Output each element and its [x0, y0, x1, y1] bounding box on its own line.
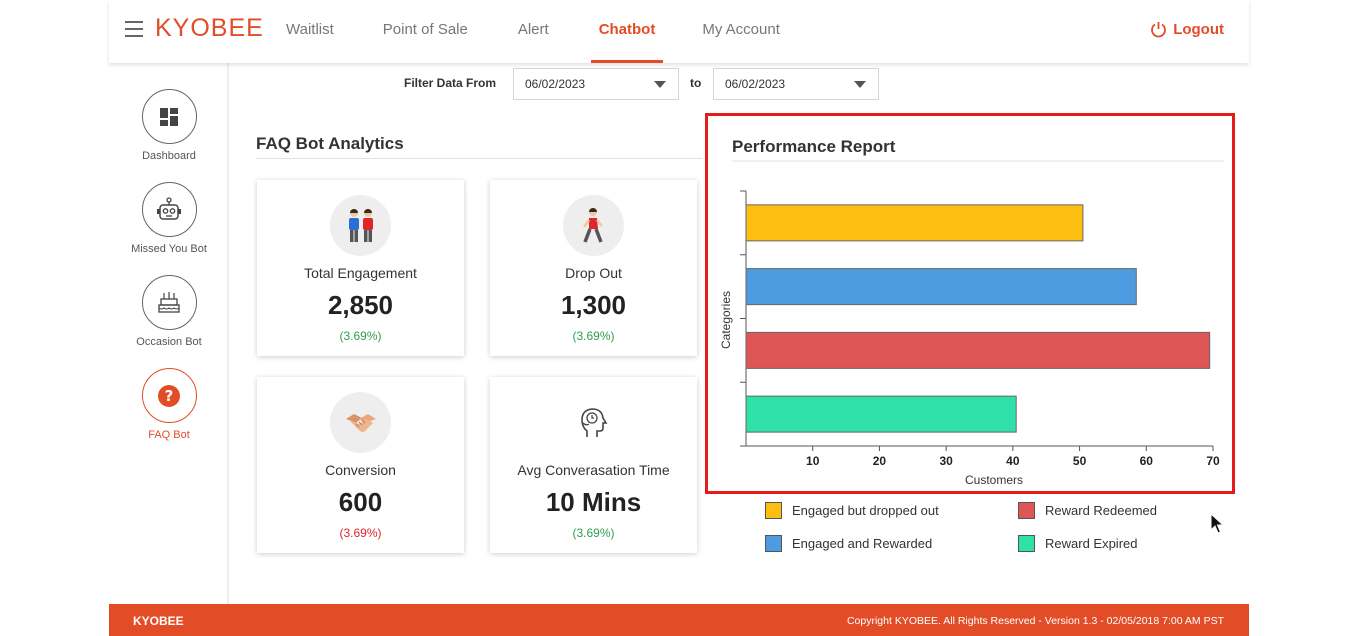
bar-reward-redeemed[interactable]: [745, 331, 1211, 369]
bar-reward-expired[interactable]: [745, 395, 1017, 433]
legend-swatch: [1018, 535, 1035, 552]
handshake-icon: [345, 413, 376, 432]
legend-label: Reward Redeemed: [1045, 503, 1158, 518]
to-label: to: [690, 76, 702, 90]
stat-card-conversion: Conversion 600 (3.69%): [257, 377, 464, 553]
nav-waitlist[interactable]: Waitlist: [286, 21, 334, 38]
logout-label: Logout: [1173, 21, 1224, 38]
svg-text:?: ?: [165, 387, 174, 405]
nav-chatbot[interactable]: Chatbot: [590, 0, 663, 63]
x-axis-label: Customers: [965, 473, 1023, 487]
chart-title: Performance Report: [732, 137, 896, 156]
dashboard-grid-icon: [160, 107, 178, 126]
x-tick-label: 50: [1073, 454, 1087, 468]
legend-item: Engaged but dropped out: [765, 502, 939, 519]
x-tick-label: 30: [939, 454, 953, 468]
card-value: 1,300: [560, 290, 627, 320]
card-title: Total Engagement: [304, 265, 417, 281]
date-from-select[interactable]: 06/02/2023: [513, 68, 679, 100]
chart-x-ticks: 10 20 30 40 50 60 70: [806, 446, 1220, 468]
faq-analytics-title: FAQ Bot Analytics: [256, 134, 404, 153]
x-tick-label: 40: [1006, 454, 1020, 468]
power-icon: [1151, 22, 1167, 38]
hamburger-menu-icon[interactable]: [125, 21, 143, 37]
legend-item: Reward Redeemed: [1018, 502, 1157, 519]
chevron-down-icon: [854, 81, 866, 88]
card-value: 600: [338, 487, 383, 517]
date-to-select[interactable]: 06/02/2023: [713, 68, 879, 100]
y-axis-label: Categories: [719, 291, 733, 349]
nav-alert[interactable]: Alert: [517, 21, 549, 38]
question-icon: ?: [158, 384, 180, 407]
nav-point-of-sale[interactable]: Point of Sale: [382, 21, 468, 38]
x-tick-label: 60: [1140, 454, 1154, 468]
x-tick-label: 10: [806, 454, 820, 468]
footer: KYOBEE Copyright KYOBEE. All Rights Rese…: [109, 604, 1249, 636]
legend-swatch: [1018, 502, 1035, 519]
sidebar-item-missed-you-bot[interactable]: Missed You Bot: [109, 182, 229, 255]
chevron-down-icon: [654, 81, 666, 88]
card-percentage: (3.69%): [572, 526, 615, 540]
legend-label: Reward Expired: [1045, 536, 1138, 551]
sidebar-item-dashboard[interactable]: Dashboard: [109, 89, 229, 162]
legend-item: Engaged and Rewarded: [765, 535, 932, 552]
legend-label: Engaged but dropped out: [792, 503, 939, 518]
footer-copyright: Copyright KYOBEE. All Rights Reserved - …: [846, 615, 1224, 627]
walking-person-icon: [582, 207, 603, 243]
people-icon: [348, 208, 373, 242]
card-percentage: (3.69%): [339, 329, 382, 343]
stat-card-total-engagement: Total Engagement 2,850 (3.69%): [257, 180, 464, 356]
footer-brand: KYOBEE: [133, 614, 184, 628]
card-percentage: (3.69%): [339, 526, 382, 540]
card-percentage: (3.69%): [572, 329, 615, 343]
card-title: Avg Converasation Time: [517, 462, 670, 478]
card-value: 10 Mins: [545, 487, 642, 517]
legend-item: Reward Expired: [1018, 535, 1138, 552]
cake-icon: [158, 291, 180, 313]
top-navbar: KYOBEE Waitlist Point of Sale Alert Chat…: [109, 0, 1249, 63]
legend-swatch: [765, 535, 782, 552]
logout-button[interactable]: Logout: [1150, 21, 1224, 38]
card-title: Drop Out: [565, 265, 622, 281]
date-to-value: 06/02/2023: [725, 77, 786, 91]
card-value: 2,850: [327, 290, 394, 320]
thinking-head-icon: [580, 407, 607, 437]
sidebar-item-occasion-bot[interactable]: Occasion Bot: [109, 275, 229, 348]
chart-bars: [745, 204, 1211, 433]
main-nav: Waitlist Point of Sale Alert Chatbot My …: [286, 0, 780, 63]
robot-icon: [157, 196, 181, 220]
section-divider: [256, 158, 703, 159]
stat-card-drop-out: Drop Out 1,300 (3.69%): [490, 180, 697, 356]
bar-engaged-but-dropped-out[interactable]: [745, 204, 1084, 242]
nav-my-account[interactable]: My Account: [702, 21, 780, 38]
mouse-cursor-icon: [1210, 513, 1224, 534]
card-title: Conversion: [325, 462, 396, 478]
legend-label: Engaged and Rewarded: [792, 536, 933, 551]
sidebar-label: FAQ Bot: [148, 429, 190, 441]
performance-report-panel: Performance Report 10 20 30 40 50 60 70 Custom…: [705, 113, 1235, 494]
x-tick-label: 70: [1206, 454, 1220, 468]
kyobee-logo[interactable]: KYOBEE: [155, 14, 264, 42]
date-from-value: 06/02/2023: [525, 77, 586, 91]
stat-card-avg-conversation-time: Avg Converasation Time 10 Mins (3.69%): [490, 377, 697, 553]
legend-swatch: [765, 502, 782, 519]
sidebar-label: Occasion Bot: [136, 336, 202, 348]
sidebar: Dashboard Missed You Bot: [109, 63, 229, 604]
performance-bar-chart: Performance Report 10 20 30 40 50 60 70 Custom…: [719, 137, 1224, 487]
sidebar-item-faq-bot[interactable]: ? FAQ Bot: [109, 368, 229, 441]
sidebar-label: Dashboard: [142, 150, 196, 162]
filter-label: Filter Data From: [404, 76, 497, 90]
x-tick-label: 20: [873, 454, 887, 468]
bar-engaged-and-rewarded[interactable]: [745, 268, 1137, 306]
sidebar-label: Missed You Bot: [131, 243, 207, 255]
